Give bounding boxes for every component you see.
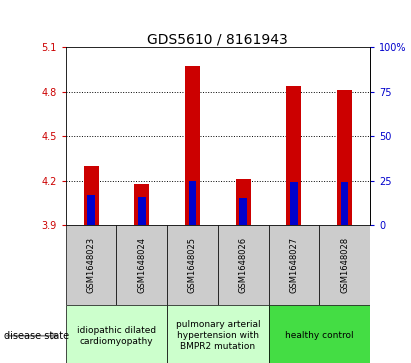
- Bar: [66, 225, 116, 305]
- Text: GSM1648026: GSM1648026: [239, 237, 248, 293]
- Bar: [185, 66, 200, 225]
- Text: idiopathic dilated
cardiomyopathy: idiopathic dilated cardiomyopathy: [77, 326, 156, 346]
- Bar: [218, 225, 268, 305]
- Bar: [268, 305, 370, 363]
- Bar: [116, 225, 167, 305]
- Text: GSM1648024: GSM1648024: [137, 237, 146, 293]
- Title: GDS5610 / 8161943: GDS5610 / 8161943: [148, 32, 288, 46]
- Text: healthy control: healthy control: [285, 331, 353, 340]
- Bar: [268, 225, 319, 305]
- Bar: [341, 182, 349, 225]
- Text: GSM1648025: GSM1648025: [188, 237, 197, 293]
- Bar: [66, 305, 167, 363]
- Bar: [290, 182, 298, 225]
- Bar: [337, 90, 352, 225]
- Bar: [167, 225, 218, 305]
- Text: GSM1648028: GSM1648028: [340, 237, 349, 293]
- Bar: [189, 180, 196, 225]
- Bar: [134, 184, 150, 225]
- Bar: [83, 166, 99, 225]
- Bar: [286, 86, 301, 225]
- Text: pulmonary arterial
hypertension with
BMPR2 mutation: pulmonary arterial hypertension with BMP…: [175, 320, 260, 351]
- Text: disease state: disease state: [4, 331, 69, 341]
- Bar: [167, 305, 268, 363]
- Bar: [236, 179, 251, 225]
- Bar: [239, 198, 247, 225]
- Text: GSM1648023: GSM1648023: [87, 237, 96, 293]
- Bar: [87, 195, 95, 225]
- Bar: [319, 225, 370, 305]
- Text: GSM1648027: GSM1648027: [289, 237, 298, 293]
- Bar: [138, 197, 145, 225]
